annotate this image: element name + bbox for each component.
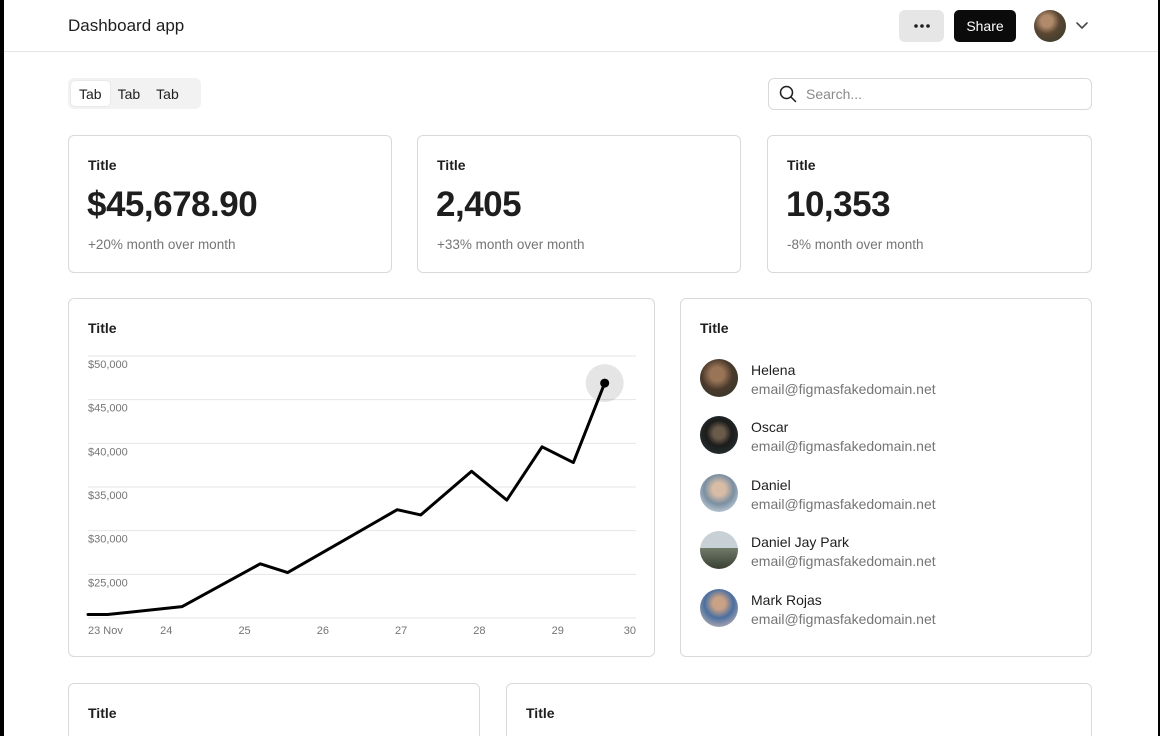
line-chart: $50,000 $45,000 $40,000 $35,000 $30,000 $25,0… — [86, 355, 636, 637]
stat-value: 2,405 — [436, 185, 522, 224]
app-window: Dashboard app Share Tab Tab Tab Title $4… — [4, 0, 1158, 736]
search-icon — [779, 85, 797, 103]
stat-card-revenue: Title $45,678.90 +20% month over month — [68, 135, 392, 273]
avatar — [700, 589, 738, 627]
stat-value: $45,678.90 — [87, 185, 258, 224]
series-line — [86, 381, 607, 617]
tab-1[interactable]: Tab — [71, 81, 110, 106]
list-item[interactable]: Daniel email@figmasfakedomain.net — [700, 474, 1080, 514]
x-tick-label: 25 — [238, 625, 250, 637]
avatar — [700, 416, 738, 454]
stat-change: +33% month over month — [437, 237, 585, 252]
app-title: Dashboard app — [68, 16, 185, 35]
list-item[interactable]: Daniel Jay Park email@figmasfakedomain.n… — [700, 531, 1080, 571]
tab-3[interactable]: Tab — [156, 85, 179, 102]
x-tick-label: 24 — [160, 625, 172, 637]
people-card-title: Title — [700, 320, 729, 336]
stat-card-title: Title — [787, 157, 816, 173]
x-tick-label: 28 — [473, 625, 485, 637]
chevron-down-icon[interactable] — [1074, 17, 1090, 33]
highlight-point[interactable] — [600, 378, 610, 388]
bottom-card-left: Title — [68, 683, 480, 736]
person-name: Daniel Jay Park — [751, 534, 850, 550]
share-button[interactable]: Share — [954, 10, 1016, 42]
more-horizontal-icon — [913, 24, 930, 28]
stat-change: +20% month over month — [88, 237, 236, 252]
person-name: Mark Rojas — [751, 592, 822, 608]
chart-card-title: Title — [88, 320, 117, 336]
stat-value: 10,353 — [786, 185, 891, 224]
y-tick-label: $50,000 — [88, 359, 128, 371]
more-options-button[interactable] — [899, 10, 944, 42]
people-card: Title Helena email@figmasfakedomain.net … — [680, 298, 1092, 657]
person-email: email@figmasfakedomain.net — [751, 611, 936, 627]
stat-change: -8% month over month — [787, 237, 924, 252]
y-tick-label: $35,000 — [88, 490, 128, 502]
tab-2[interactable]: Tab — [117, 85, 141, 102]
x-tick-label: 23 Nov — [88, 625, 123, 637]
x-tick-label: 27 — [395, 625, 407, 637]
tab-bar: Tab Tab Tab — [68, 78, 201, 109]
person-name: Oscar — [751, 419, 789, 435]
search-box — [768, 78, 1092, 110]
bottom-card-right: Title — [506, 683, 1092, 736]
card-title: Title — [526, 705, 555, 721]
list-item[interactable]: Mark Rojas email@figmasfakedomain.net — [700, 589, 1080, 629]
y-tick-label: $30,000 — [88, 534, 128, 546]
person-email: email@figmasfakedomain.net — [751, 496, 936, 512]
person-email: email@figmasfakedomain.net — [751, 381, 936, 397]
x-tick-label: 30 — [624, 625, 636, 637]
list-item[interactable]: Helena email@figmasfakedomain.net — [700, 359, 1080, 399]
chart-card: Title $50,000 $45,000 $40,000 $35,000 $30,00… — [68, 298, 655, 657]
avatar — [700, 474, 738, 512]
y-tick-label: $40,000 — [88, 446, 128, 458]
person-email: email@figmasfakedomain.net — [751, 438, 936, 454]
stat-card-total: Title 10,353 -8% month over month — [767, 135, 1092, 273]
stat-card-title: Title — [88, 157, 117, 173]
stat-card-title: Title — [437, 157, 466, 173]
card-title: Title — [88, 705, 117, 721]
search-input[interactable] — [806, 86, 1066, 102]
avatar — [700, 359, 738, 397]
avatar — [700, 531, 738, 569]
top-bar: Dashboard app Share — [4, 0, 1158, 52]
user-avatar[interactable] — [1034, 10, 1066, 42]
y-tick-label: $45,000 — [88, 403, 128, 415]
x-tick-label: 26 — [317, 625, 329, 637]
y-tick-label: $25,000 — [88, 577, 128, 589]
x-tick-label: 29 — [552, 625, 564, 637]
stat-card-count: Title 2,405 +33% month over month — [417, 135, 741, 273]
person-name: Helena — [751, 362, 796, 378]
person-name: Daniel — [751, 477, 791, 493]
person-email: email@figmasfakedomain.net — [751, 553, 936, 569]
list-item[interactable]: Oscar email@figmasfakedomain.net — [700, 416, 1080, 456]
